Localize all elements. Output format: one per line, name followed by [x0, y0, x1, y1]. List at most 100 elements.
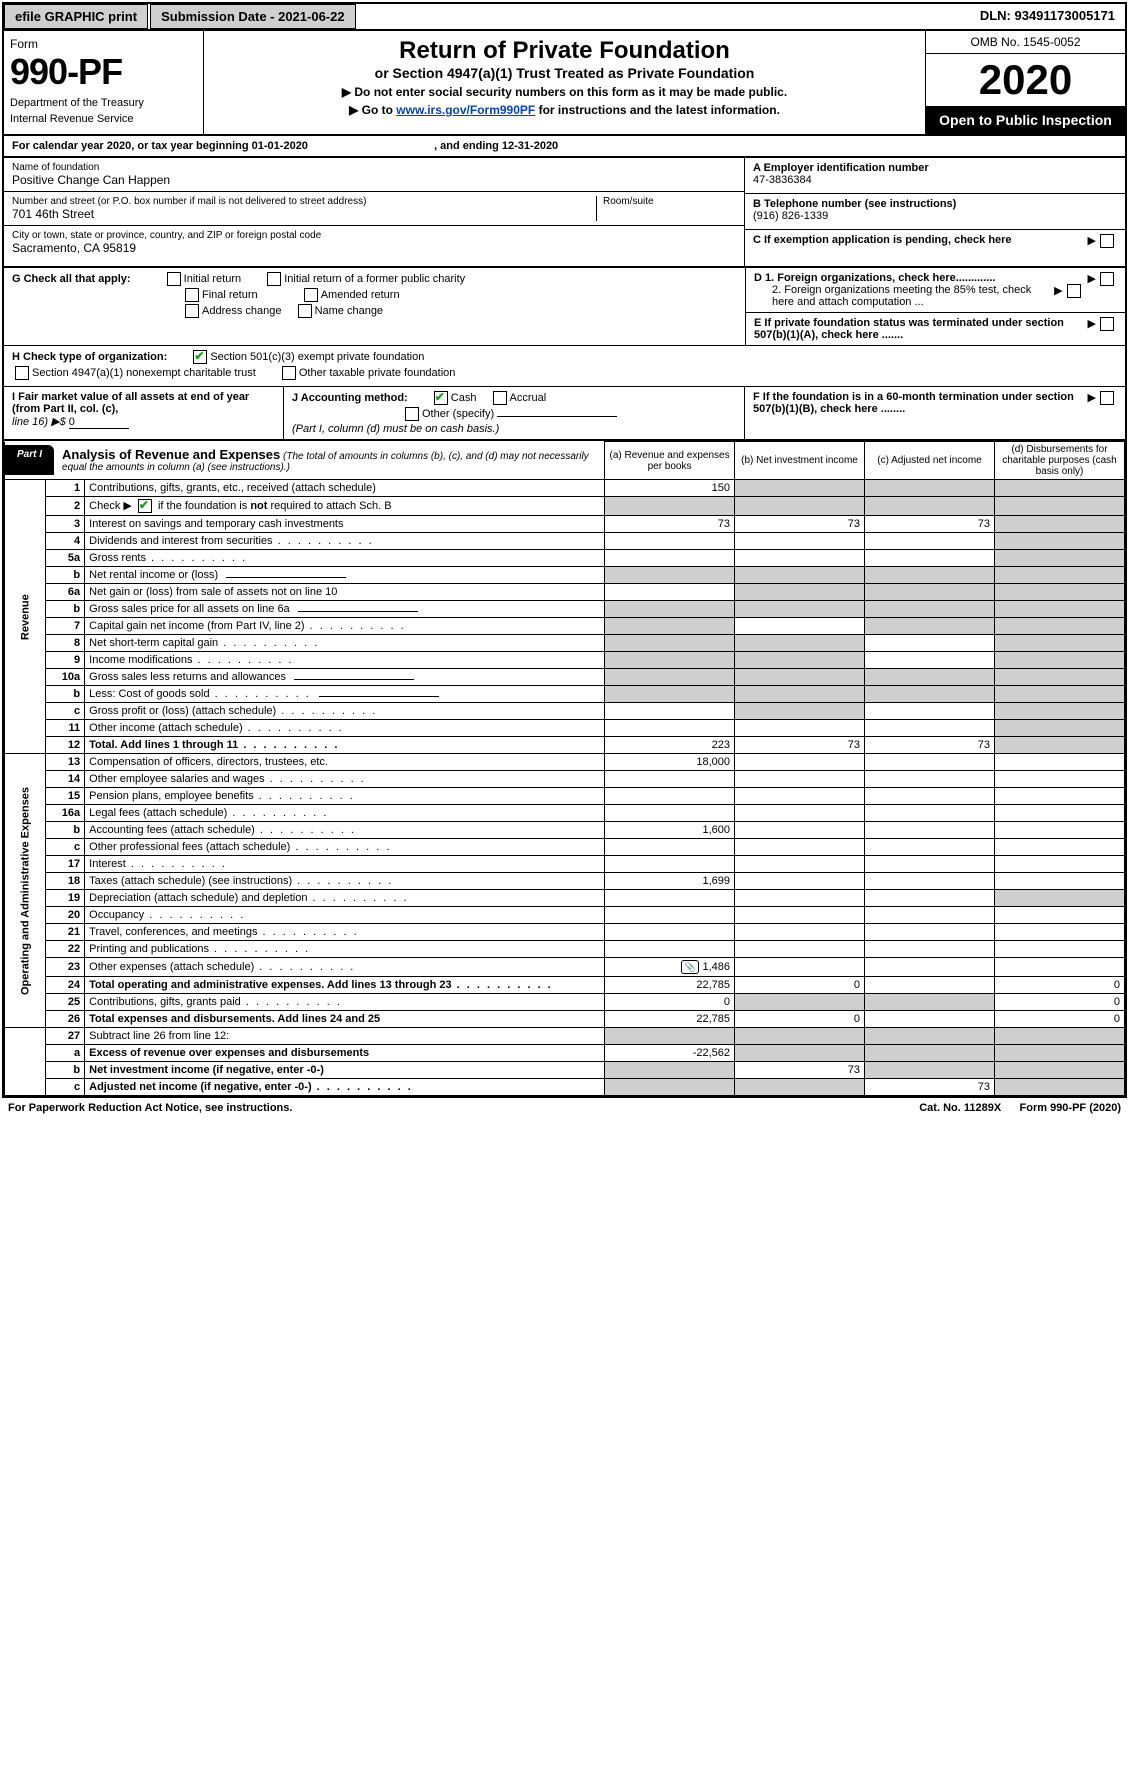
col-b-header: (b) Net investment income: [735, 442, 865, 480]
line-number: 26: [46, 1011, 85, 1028]
value-cell: [994, 737, 1124, 754]
section-h: H Check type of organization: Section 50…: [4, 346, 1125, 387]
value-cell: [865, 839, 995, 856]
value-cell: 150: [605, 480, 735, 497]
phone-label: B Telephone number (see instructions): [753, 198, 1117, 210]
value-cell: [735, 720, 865, 737]
value-cell: [735, 1028, 865, 1045]
value-cell: [735, 839, 865, 856]
4947-checkbox[interactable]: [15, 366, 29, 380]
value-cell: 73: [605, 516, 735, 533]
value-cell: [865, 873, 995, 890]
part1-title: Analysis of Revenue and Expenses: [62, 447, 280, 462]
opt-initial: Initial return: [184, 273, 241, 285]
value-cell: 0: [994, 977, 1124, 994]
e-checkbox[interactable]: [1100, 317, 1114, 331]
i-label: I Fair market value of all assets at end…: [12, 391, 249, 415]
exemption-pending-checkbox[interactable]: [1100, 234, 1114, 248]
entity-info: Name of foundation Positive Change Can H…: [4, 158, 1125, 268]
arrow-icon: ▶: [1088, 272, 1096, 285]
value-cell: [865, 754, 995, 771]
line-description: Capital gain net income (from Part IV, l…: [85, 618, 605, 635]
value-cell: [994, 497, 1124, 516]
value-cell: -22,562: [605, 1045, 735, 1062]
schedule-icon[interactable]: 📎: [681, 960, 699, 974]
line-number: 3: [46, 516, 85, 533]
street-address: 701 46th Street: [12, 207, 596, 221]
goto-note: ▶ Go to www.irs.gov/Form990PF for instru…: [214, 103, 915, 117]
line-description: Total operating and administrative expen…: [85, 977, 605, 994]
line-number: 15: [46, 788, 85, 805]
line-number: a: [46, 1045, 85, 1062]
form-url-link[interactable]: www.irs.gov/Form990PF: [396, 103, 535, 117]
opt-cash: Cash: [451, 392, 477, 404]
line-description: Net short-term capital gain: [85, 635, 605, 652]
fmv-value: 0: [69, 416, 129, 429]
cat-no: Cat. No. 11289X: [919, 1102, 1001, 1114]
other-method-checkbox[interactable]: [405, 407, 419, 421]
d1-label: D 1. Foreign organizations, check here..…: [754, 272, 1117, 284]
value-cell: [865, 618, 995, 635]
d1-checkbox[interactable]: [1100, 272, 1114, 286]
year-begin: 01-01-2020: [252, 140, 308, 152]
name-change-checkbox[interactable]: [298, 304, 312, 318]
value-cell: 1,600: [605, 822, 735, 839]
value-cell: 0: [994, 994, 1124, 1011]
line-number: 22: [46, 941, 85, 958]
value-cell: [865, 635, 995, 652]
schb-checkbox[interactable]: [138, 499, 152, 513]
value-cell: [605, 924, 735, 941]
value-cell: [735, 686, 865, 703]
line-number: 12: [46, 737, 85, 754]
value-cell: [735, 652, 865, 669]
amended-return-checkbox[interactable]: [304, 288, 318, 302]
cash-checkbox[interactable]: [434, 391, 448, 405]
line-description: Gross sales less returns and allowances: [85, 669, 605, 686]
line-number: 21: [46, 924, 85, 941]
value-cell: [994, 703, 1124, 720]
value-cell: [865, 480, 995, 497]
value-cell: [994, 873, 1124, 890]
accrual-checkbox[interactable]: [493, 391, 507, 405]
value-cell: [994, 788, 1124, 805]
arrow-icon: ▶: [1088, 234, 1096, 247]
value-cell: [994, 805, 1124, 822]
value-cell: [735, 497, 865, 516]
value-cell: [865, 890, 995, 907]
value-cell: 0: [735, 977, 865, 994]
page-footer: For Paperwork Reduction Act Notice, see …: [0, 1100, 1129, 1116]
e-label: E If private foundation status was termi…: [754, 317, 1117, 341]
efile-button[interactable]: efile GRAPHIC print: [4, 4, 148, 29]
501c3-checkbox[interactable]: [193, 350, 207, 364]
value-cell: [865, 720, 995, 737]
opt-accrual: Accrual: [510, 392, 547, 404]
value-cell: 📎 1,486: [605, 958, 735, 977]
value-cell: [735, 533, 865, 550]
value-cell: [865, 788, 995, 805]
line-number: b: [46, 1062, 85, 1079]
value-cell: [735, 703, 865, 720]
opt-other-tax: Other taxable private foundation: [299, 367, 456, 379]
initial-former-checkbox[interactable]: [267, 272, 281, 286]
city-state-zip: Sacramento, CA 95819: [12, 241, 736, 255]
line-description: Other expenses (attach schedule): [85, 958, 605, 977]
line-description: Excess of revenue over expenses and disb…: [85, 1045, 605, 1062]
opt-addr-change: Address change: [202, 305, 282, 317]
address-change-checkbox[interactable]: [185, 304, 199, 318]
final-return-checkbox[interactable]: [185, 288, 199, 302]
value-cell: [605, 497, 735, 516]
line-description: Contributions, gifts, grants paid: [85, 994, 605, 1011]
value-cell: [605, 1079, 735, 1096]
d2-checkbox[interactable]: [1067, 284, 1081, 298]
form-number: 990-PF: [10, 51, 197, 93]
value-cell: [994, 669, 1124, 686]
value-cell: [605, 788, 735, 805]
opt-other-method: Other (specify): [422, 408, 494, 420]
f-checkbox[interactable]: [1100, 391, 1114, 405]
other-taxable-checkbox[interactable]: [282, 366, 296, 380]
value-cell: [994, 720, 1124, 737]
value-cell: [865, 977, 995, 994]
value-cell: [994, 652, 1124, 669]
initial-return-checkbox[interactable]: [167, 272, 181, 286]
value-cell: [735, 994, 865, 1011]
